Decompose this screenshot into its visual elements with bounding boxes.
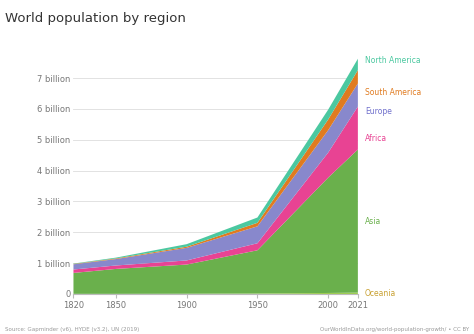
Text: World population by region: World population by region bbox=[5, 12, 186, 25]
Text: Source: Gapminder (v6), HYDE (v3.2), UN (2019): Source: Gapminder (v6), HYDE (v3.2), UN … bbox=[5, 327, 139, 332]
Text: Our World: Our World bbox=[403, 17, 445, 23]
Text: OurWorldInData.org/world-population-growth/ • CC BY: OurWorldInData.org/world-population-grow… bbox=[320, 327, 469, 332]
Text: South America: South America bbox=[365, 89, 421, 98]
Text: in Data: in Data bbox=[410, 34, 439, 40]
Text: Asia: Asia bbox=[365, 217, 381, 226]
Text: Africa: Africa bbox=[365, 134, 387, 143]
Text: Oceania: Oceania bbox=[365, 289, 396, 298]
Text: North America: North America bbox=[365, 56, 420, 65]
Text: Europe: Europe bbox=[365, 107, 392, 116]
